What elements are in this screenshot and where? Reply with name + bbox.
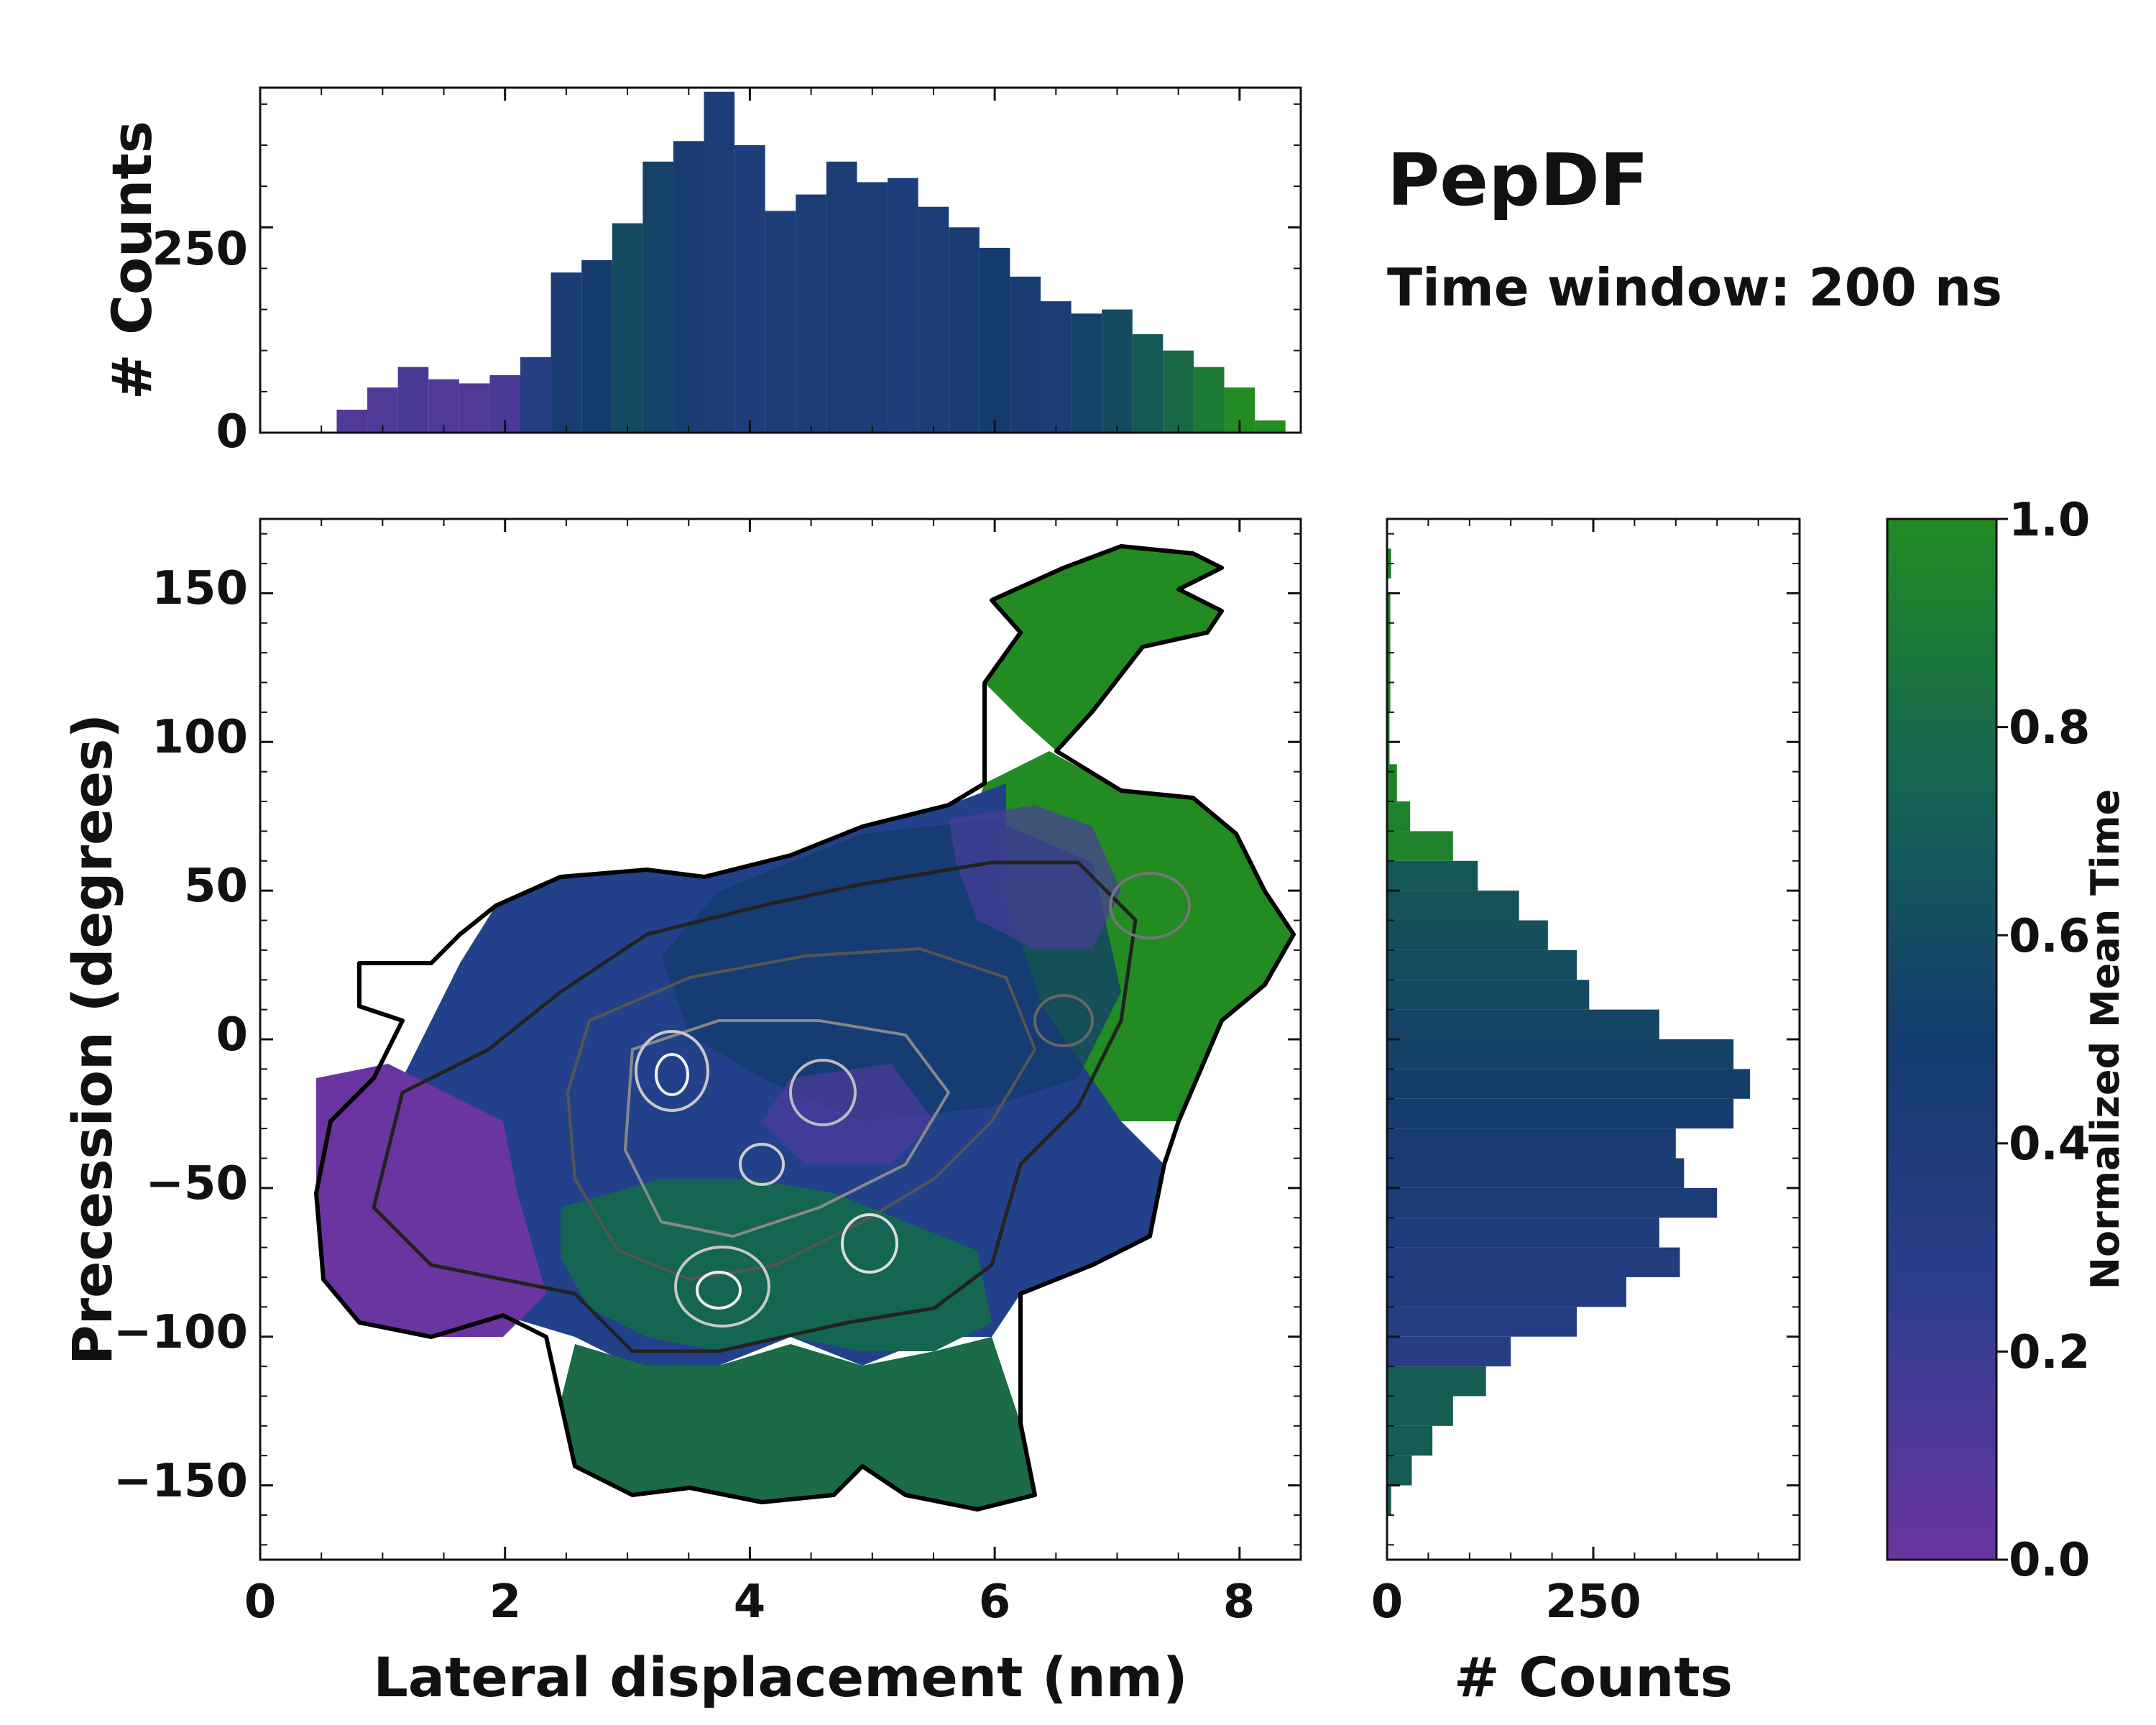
top-histogram-bar <box>612 223 643 433</box>
top-histogram-bar <box>336 410 368 433</box>
top-histogram-bar <box>826 161 857 433</box>
colorbar-tick-label: 0.4 <box>2009 1118 2090 1171</box>
top-histogram-bar <box>459 383 490 433</box>
top-histogram-bars <box>336 91 1286 433</box>
top-histogram-bar <box>550 272 582 433</box>
main-xtick-label: 4 <box>734 1576 766 1629</box>
top-histogram-bar <box>520 356 551 433</box>
main-ytick-label: −150 <box>114 1455 248 1508</box>
top-histogram-bar <box>796 194 826 433</box>
top-ylabel: # Counts <box>100 121 164 400</box>
top-histogram-bar <box>1041 301 1072 433</box>
main-xlabel: Lateral displacement (nm) <box>373 1645 1187 1709</box>
heatmap-region <box>316 546 1294 1509</box>
figure-title: PepDF <box>1387 138 1649 222</box>
colorbar-tick-label: 0.0 <box>2009 1534 2090 1587</box>
main-ytick-label: −50 <box>145 1157 248 1210</box>
top-histogram-bar <box>428 379 459 433</box>
colorbar-gradient <box>1886 518 1998 1561</box>
top-histogram-bar <box>673 141 704 433</box>
right-histogram-bar <box>1387 1307 1577 1337</box>
colorbar-ticks <box>1996 518 2008 1561</box>
right-xlabel: # Counts <box>1454 1645 1733 1709</box>
right-histogram-bar <box>1387 1276 1626 1307</box>
colorbar-label: Normalized Mean Time <box>2083 789 2128 1289</box>
top-histogram-ticks <box>259 88 1301 434</box>
main-ticks <box>259 519 1301 1560</box>
top-histogram-frame <box>259 86 1302 434</box>
right-histogram-bar <box>1387 1485 1391 1515</box>
top-histogram-bar <box>918 206 949 433</box>
top-histogram-bar <box>1255 420 1286 433</box>
right-histogram-bar <box>1387 1128 1676 1159</box>
right-histogram-bar <box>1387 1396 1453 1426</box>
right-histogram-bar <box>1387 1425 1433 1456</box>
colorbar: 0.0 0.2 0.4 0.6 0.8 1.0 Normalized Mean … <box>1886 494 2128 1587</box>
right-histogram-bar <box>1387 1336 1511 1367</box>
right-histogram-bar <box>1387 949 1577 980</box>
right-histogram-bars <box>1387 548 1751 1515</box>
colorbar-tick-label: 0.8 <box>2009 702 2090 755</box>
main-ytick-label: 0 <box>216 1008 248 1062</box>
main-ytick-label: −100 <box>114 1306 248 1359</box>
contour-lines <box>314 544 1296 1512</box>
right-histogram-bar <box>1387 920 1548 950</box>
right-histogram-bar <box>1387 1098 1734 1129</box>
right-histogram-bar <box>1387 1009 1659 1039</box>
top-histogram-bar <box>979 247 1010 433</box>
top-histogram-bar <box>1132 334 1164 433</box>
main-xtick-label: 8 <box>1223 1576 1256 1629</box>
right-histogram-bar <box>1387 1218 1659 1248</box>
right-histogram-bar <box>1387 891 1519 921</box>
top-histogram-bar <box>1102 309 1133 433</box>
right-histogram-ticks <box>1386 519 1800 1560</box>
right-histogram-bar <box>1387 831 1453 861</box>
top-histogram-bar <box>1193 367 1225 433</box>
top-histogram: 0 250 # Counts <box>100 86 1302 459</box>
top-histogram-bar <box>765 211 796 433</box>
right-histogram-bar <box>1387 1039 1734 1070</box>
top-histogram-bar <box>1071 313 1102 433</box>
right-histogram-bar <box>1387 860 1478 891</box>
top-histogram-bar <box>1010 276 1041 433</box>
right-histogram: 0 250 # Counts <box>1371 518 1801 1709</box>
right-histogram-bar <box>1387 1247 1680 1277</box>
top-histogram-bar <box>397 367 429 433</box>
top-histogram-bar <box>367 387 398 433</box>
right-histogram-bar <box>1387 1366 1486 1397</box>
main-ylabel: Precession (degrees) <box>60 714 124 1365</box>
right-histogram-bar <box>1387 1455 1412 1486</box>
colorbar-tick-label: 0.2 <box>2009 1326 2090 1379</box>
colorbar-tick-label: 0.6 <box>2009 910 2090 963</box>
right-xtick-label: 250 <box>1545 1576 1641 1629</box>
top-histogram-bar <box>642 161 673 433</box>
right-histogram-bar <box>1387 801 1411 832</box>
main-ytick-label: 150 <box>152 562 248 615</box>
top-histogram-bar <box>581 260 612 433</box>
right-histogram-bar <box>1387 1158 1685 1188</box>
right-histogram-bar <box>1387 980 1590 1010</box>
top-ytick-label: 0 <box>216 405 248 459</box>
top-histogram-bar <box>857 182 888 433</box>
main-ytick-label: 50 <box>184 860 248 913</box>
right-histogram-bar <box>1387 1069 1751 1099</box>
top-histogram-bar <box>734 145 765 433</box>
main-heatmap: 0 2 4 6 8 150 100 50 0 −50 −100 −150 Lat… <box>60 518 1302 1709</box>
main-ytick-label: 100 <box>152 711 248 764</box>
top-histogram-bar <box>949 227 980 433</box>
right-histogram-bar <box>1387 1187 1718 1218</box>
main-xtick-label: 2 <box>489 1576 522 1629</box>
colorbar-tick-label: 1.0 <box>2009 494 2090 547</box>
right-histogram-bar <box>1387 764 1397 809</box>
top-histogram-bar <box>1163 350 1194 433</box>
top-histogram-bar <box>888 178 918 433</box>
right-xtick-label: 0 <box>1371 1576 1404 1629</box>
main-xtick-label: 0 <box>244 1576 277 1629</box>
figure-subtitle: Time window: 200 ns <box>1387 257 2002 318</box>
top-histogram-bar <box>704 91 735 433</box>
main-xtick-label: 6 <box>979 1576 1011 1629</box>
top-ytick-label: 250 <box>152 223 248 276</box>
